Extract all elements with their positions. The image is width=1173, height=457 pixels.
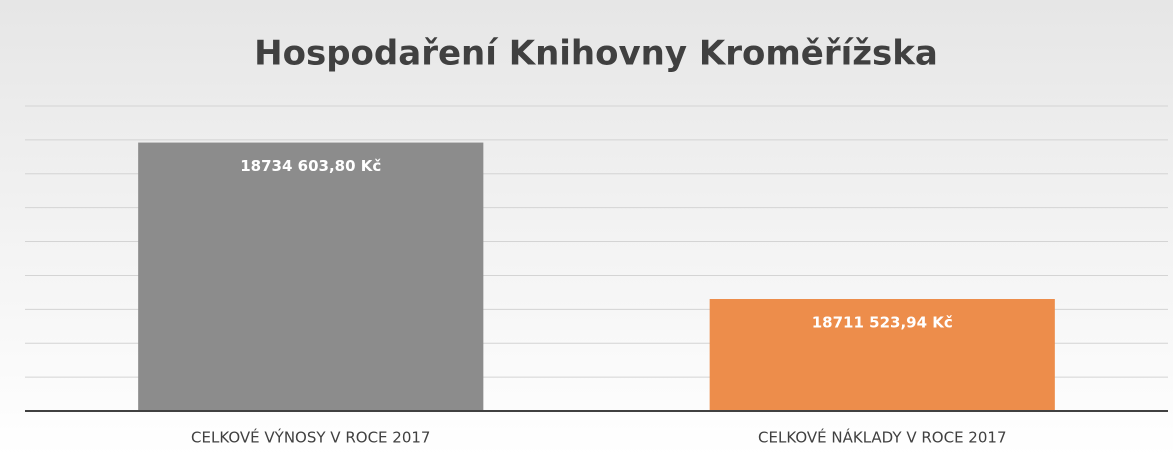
chart-title: Hospodaření Knihovny Kroměřížska — [254, 34, 938, 74]
x-tick-label: CELKOVÉ VÝNOSY V ROCE 2017 — [191, 428, 430, 447]
bar — [138, 142, 484, 411]
x-tick-label: CELKOVÉ NÁKLADY V ROCE 2017 — [758, 428, 1006, 447]
data-label: 18734 603,80 Kč — [240, 157, 381, 175]
data-label: 18711 523,94 Kč — [812, 314, 953, 332]
bar — [709, 299, 1055, 411]
